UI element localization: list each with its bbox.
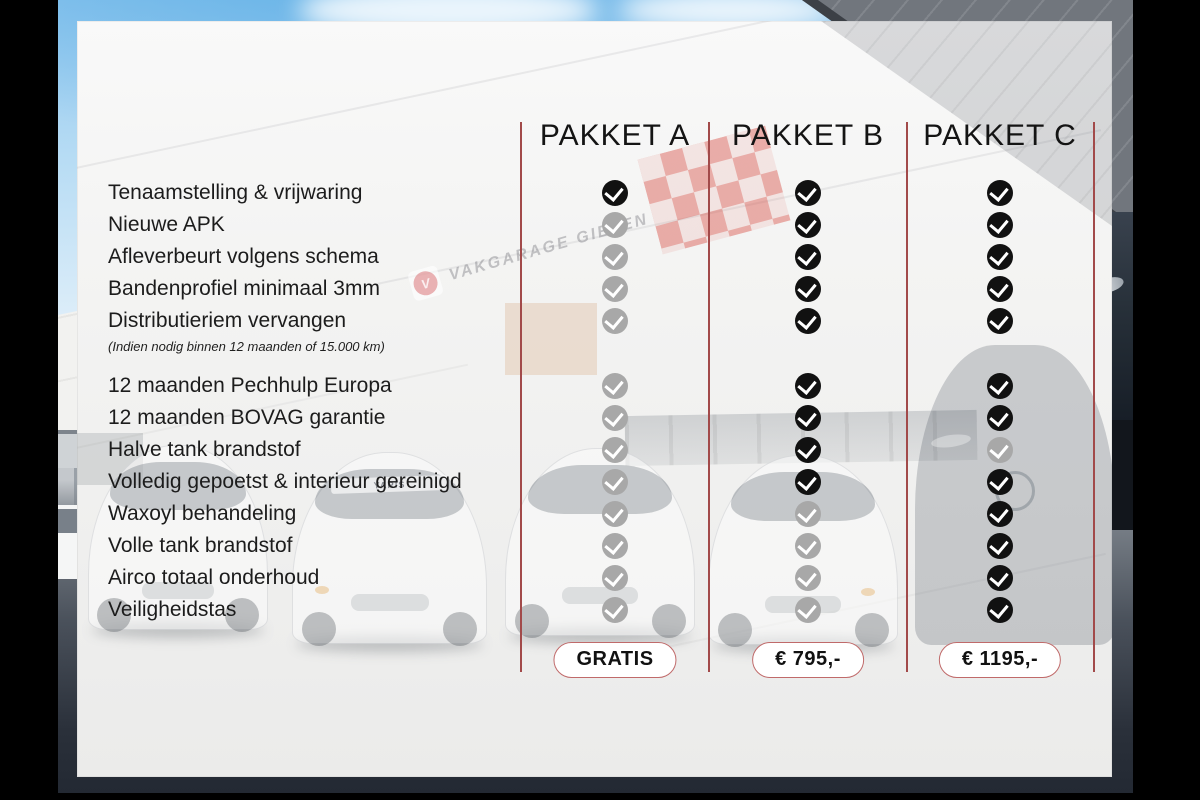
table-row: Nieuwe APK bbox=[0, 209, 1200, 241]
price-button-pakket-c[interactable]: € 1195,- bbox=[938, 642, 1062, 678]
check-icon bbox=[987, 180, 1013, 206]
table-row: Bandenprofiel minimaal 3mm bbox=[0, 273, 1200, 305]
check-icon bbox=[602, 180, 628, 206]
car-wheel bbox=[717, 613, 752, 647]
table-row: 12 maanden Pechhulp Europa bbox=[0, 370, 1200, 402]
check-icon bbox=[795, 373, 821, 399]
column-separator bbox=[906, 122, 908, 672]
column-separator bbox=[1093, 122, 1095, 672]
check-icon bbox=[602, 533, 628, 559]
feature-label: 12 maanden Pechhulp Europa bbox=[108, 374, 392, 397]
check-icon bbox=[602, 212, 628, 238]
check-icon bbox=[602, 437, 628, 463]
feature-label: Bandenprofiel minimaal 3mm bbox=[108, 277, 380, 300]
feature-rows: Tenaamstelling & vrijwaring Nieuwe APK A… bbox=[0, 177, 1200, 626]
dark-car-silhouette bbox=[915, 345, 1112, 645]
check-icon bbox=[987, 437, 1013, 463]
feature-footnote: (Indien nodig binnen 12 maanden of 15.00… bbox=[0, 337, 1200, 363]
white-overlay-panel: V VAKGARAGE GIELEN YARIS bbox=[77, 21, 1112, 777]
table-row: Volledig gepoetst & interieur gereinigd bbox=[0, 466, 1200, 498]
price-button-pakket-a[interactable]: GRATIS bbox=[553, 642, 677, 678]
feature-label: Airco totaal onderhoud bbox=[108, 566, 320, 589]
feature-label: Afleverbeurt volgens schema bbox=[108, 245, 379, 268]
column-separator bbox=[708, 122, 710, 672]
column-header-pakket-b: PAKKET B bbox=[732, 119, 884, 152]
price-button-pakket-b[interactable]: € 795,- bbox=[752, 642, 864, 678]
check-icon bbox=[987, 469, 1013, 495]
car-wheel bbox=[97, 598, 131, 632]
check-icon bbox=[987, 501, 1013, 527]
feature-label: Volledig gepoetst & interieur gereinigd bbox=[108, 470, 462, 493]
car-grille bbox=[350, 594, 429, 612]
check-icon bbox=[602, 405, 628, 431]
car-wheel bbox=[443, 612, 478, 646]
check-icon bbox=[987, 308, 1013, 334]
check-icon bbox=[987, 276, 1013, 302]
check-icon bbox=[987, 405, 1013, 431]
check-icon bbox=[602, 276, 628, 302]
white-car-silhouette: YARIS bbox=[292, 452, 487, 652]
feature-label: 12 maanden BOVAG garantie bbox=[108, 406, 386, 429]
car-windshield bbox=[527, 464, 673, 514]
table-row: Distributieriem vervangen bbox=[0, 305, 1200, 337]
feature-label: Volle tank brandstof bbox=[108, 534, 293, 557]
check-icon bbox=[987, 533, 1013, 559]
column-header-pakket-a: PAKKET A bbox=[539, 119, 691, 152]
check-icon bbox=[602, 244, 628, 270]
check-icon bbox=[602, 308, 628, 334]
check-icon bbox=[602, 597, 628, 623]
check-icon bbox=[795, 469, 821, 495]
check-icon bbox=[795, 597, 821, 623]
car-body bbox=[88, 445, 268, 630]
check-icon bbox=[795, 437, 821, 463]
feature-label: Tenaamstelling & vrijwaring bbox=[108, 181, 363, 204]
check-icon bbox=[795, 501, 821, 527]
check-icon bbox=[987, 597, 1013, 623]
car-headlight bbox=[861, 587, 876, 596]
check-icon bbox=[795, 308, 821, 334]
table-row: Waxoyl behandeling bbox=[0, 498, 1200, 530]
check-icon bbox=[602, 373, 628, 399]
feature-label: Halve tank brandstof bbox=[108, 438, 301, 461]
table-row: Veiligheidstas bbox=[0, 594, 1200, 626]
table-row: Tenaamstelling & vrijwaring bbox=[0, 177, 1200, 209]
table-row: 12 maanden BOVAG garantie bbox=[0, 402, 1200, 434]
check-icon bbox=[987, 212, 1013, 238]
car-grille bbox=[142, 581, 214, 599]
check-icon bbox=[602, 501, 628, 527]
white-car-silhouette bbox=[88, 445, 268, 638]
table-row: Afleverbeurt volgens schema bbox=[0, 241, 1200, 273]
check-icon bbox=[795, 405, 821, 431]
car-wheel bbox=[651, 604, 686, 638]
car-headlight bbox=[315, 586, 330, 595]
feature-label: Nieuwe APK bbox=[108, 213, 225, 236]
check-icon bbox=[987, 373, 1013, 399]
car-windshield bbox=[109, 461, 247, 510]
white-car-silhouette bbox=[505, 448, 695, 644]
check-icon bbox=[987, 565, 1013, 591]
car-wheel bbox=[301, 612, 336, 646]
car-wheel bbox=[225, 598, 259, 632]
check-icon bbox=[795, 180, 821, 206]
column-separator bbox=[520, 122, 522, 672]
check-icon bbox=[987, 244, 1013, 270]
table-row: Halve tank brandstof bbox=[0, 434, 1200, 466]
check-icon bbox=[795, 212, 821, 238]
car-wheel bbox=[854, 613, 889, 647]
check-icon bbox=[795, 533, 821, 559]
check-icon bbox=[602, 469, 628, 495]
table-row: Airco totaal onderhoud bbox=[0, 562, 1200, 594]
feature-label: Waxoyl behandeling bbox=[108, 502, 297, 525]
table-row: Volle tank brandstof bbox=[0, 530, 1200, 562]
feature-label: Distributieriem vervangen bbox=[108, 309, 347, 332]
column-header-pakket-c: PAKKET C bbox=[923, 119, 1077, 152]
check-icon bbox=[795, 276, 821, 302]
feature-label: Veiligheidstas bbox=[108, 598, 237, 621]
check-icon bbox=[795, 244, 821, 270]
check-icon bbox=[795, 565, 821, 591]
check-icon bbox=[602, 565, 628, 591]
feature-footnote-text: (Indien nodig binnen 12 maanden of 15.00… bbox=[108, 339, 385, 354]
